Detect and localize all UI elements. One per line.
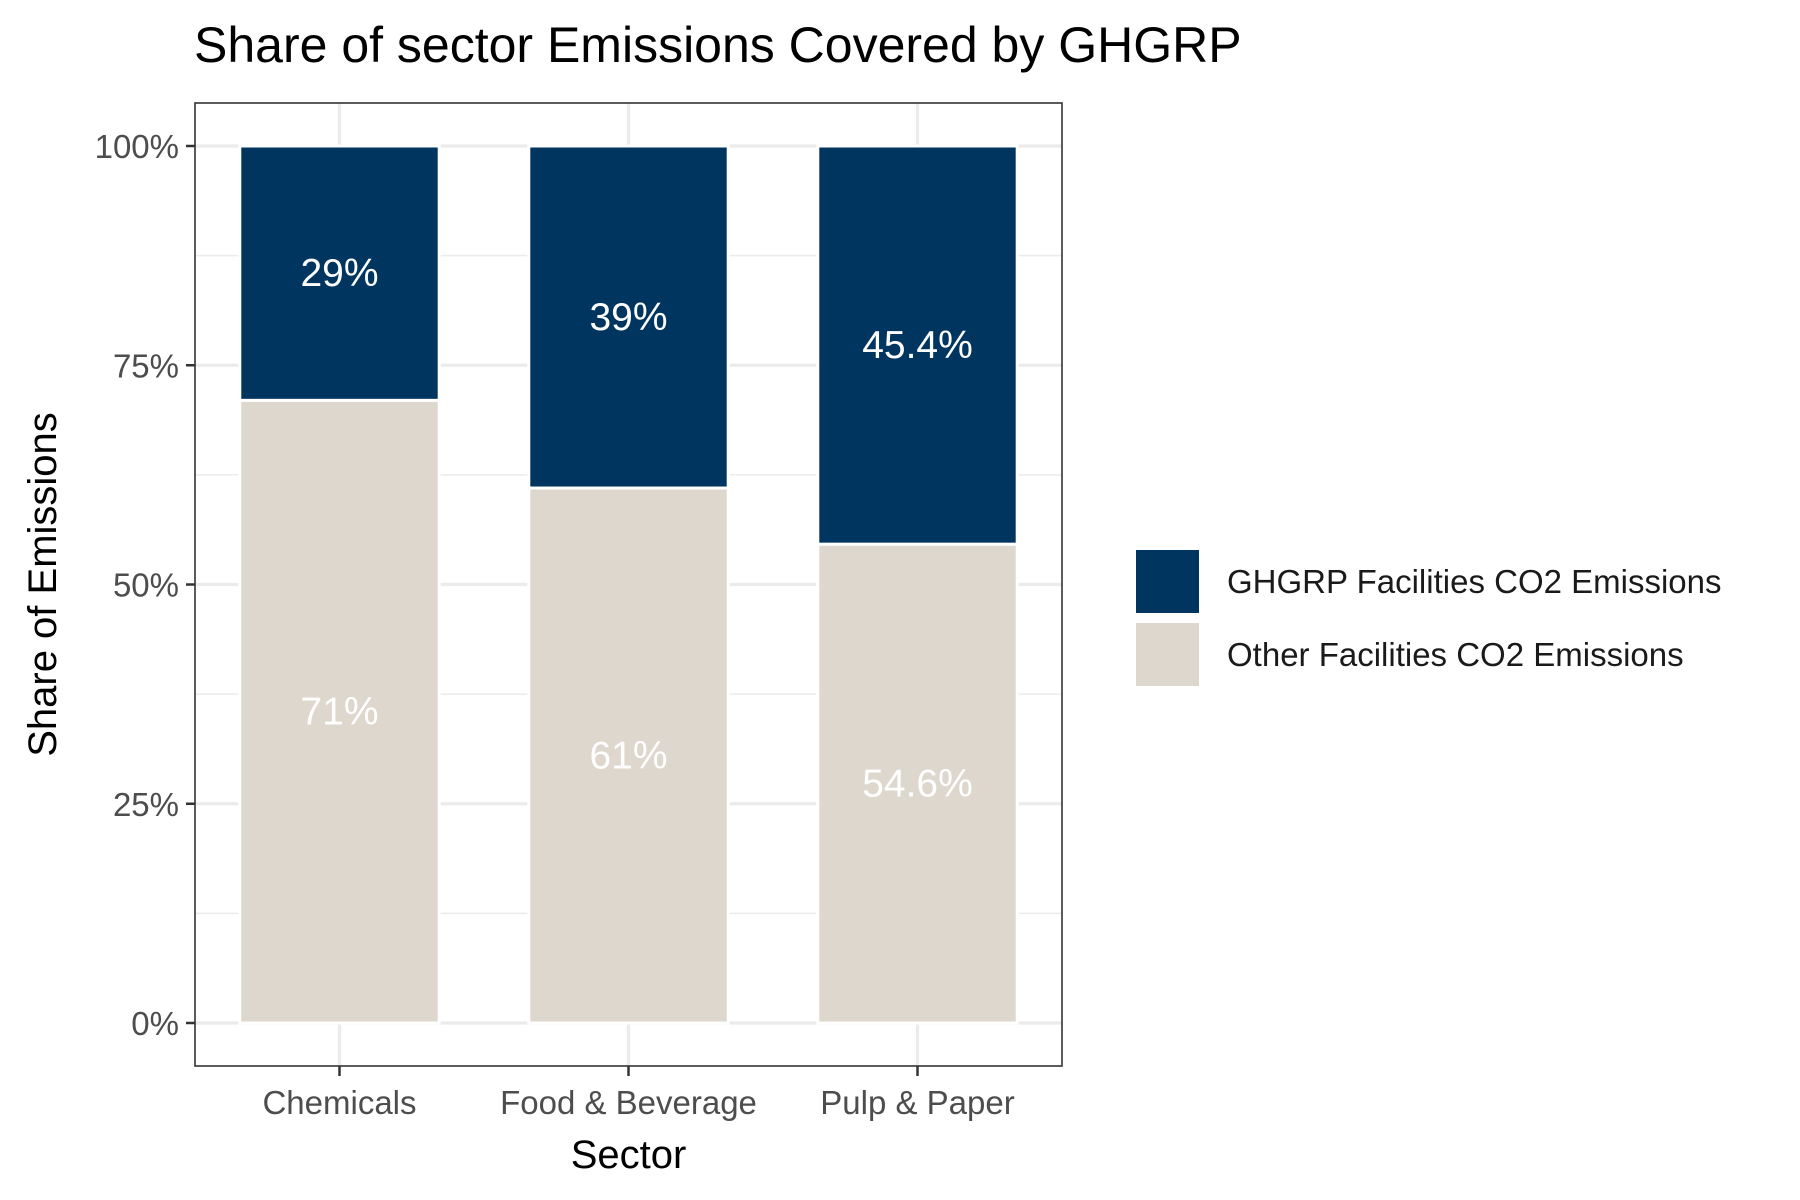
bar-segment [527, 144, 730, 490]
legend-label: Other Facilities CO2 Emissions [1227, 636, 1684, 673]
y-tick-label: 25% [113, 786, 179, 823]
y-tick-label: 50% [113, 567, 179, 604]
legend: GHGRP Facilities CO2 Emissions Other Faci… [1136, 550, 1722, 686]
y-tick-label: 75% [113, 347, 179, 384]
bar-segment [238, 144, 441, 402]
y-tick-label: 0% [131, 1005, 179, 1042]
x-axis: Chemicals Food & Beverage Pulp & Paper [262, 1066, 1015, 1121]
bars [238, 144, 1019, 1025]
legend-swatch [1136, 623, 1199, 686]
legend-label: GHGRP Facilities CO2 Emissions [1227, 563, 1722, 600]
data-label: 29% [300, 252, 378, 295]
y-axis-title: Share of Emissions [21, 412, 65, 757]
data-label: 39% [589, 296, 667, 339]
x-tick-label: Food & Beverage [500, 1084, 757, 1121]
legend-swatch [1136, 550, 1199, 613]
x-tick-label: Pulp & Paper [820, 1084, 1014, 1121]
data-labels: 71% 29% 61% 39% 54.6% 45.4% [300, 252, 972, 805]
data-label: 54.6% [862, 763, 973, 806]
y-axis: 0% 25% 50% 75% 100% [95, 128, 195, 1042]
bar-segment [816, 144, 1019, 546]
data-label: 45.4% [862, 324, 973, 367]
chart-title: Share of sector Emissions Covered by GHG… [194, 17, 1242, 73]
y-tick-label: 100% [95, 128, 179, 165]
x-axis-title: Sector [571, 1133, 687, 1177]
bar-segment [816, 542, 1019, 1025]
data-label: 71% [300, 691, 378, 734]
data-label: 61% [589, 735, 667, 778]
x-tick-label: Chemicals [262, 1084, 416, 1121]
bar-segment [238, 398, 441, 1025]
